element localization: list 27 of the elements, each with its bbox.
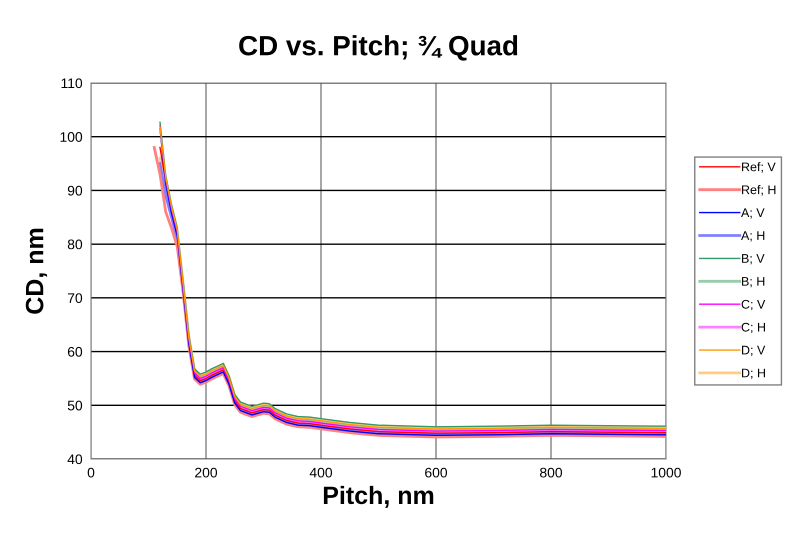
legend-label: D; H bbox=[742, 368, 765, 379]
x-tick-label: 200 bbox=[195, 468, 218, 478]
legend-label: A; H bbox=[741, 231, 764, 242]
legend-label: D; V bbox=[742, 346, 766, 356]
y-tick-label: 110 bbox=[62, 78, 82, 88]
legend-label: C; H bbox=[742, 322, 765, 334]
y-tick-label: 50 bbox=[68, 400, 82, 410]
x-tick-label: 0 bbox=[88, 468, 94, 478]
chart-title: CD vs. Pitch; ¾ Quad bbox=[239, 35, 518, 61]
legend-label: C; V bbox=[742, 300, 766, 310]
legend-label: B; V bbox=[742, 254, 765, 264]
y-tick-label: 40 bbox=[68, 454, 82, 464]
y-tick-label: 80 bbox=[68, 239, 82, 250]
x-tick-label: 600 bbox=[425, 468, 448, 478]
x-axis-title: Pitch, nm bbox=[324, 486, 434, 508]
legend-label: B; H bbox=[742, 277, 764, 288]
legend-label: Ref; V bbox=[742, 162, 776, 173]
y-tick-label: 90 bbox=[68, 186, 82, 196]
x-tick-label: 800 bbox=[540, 468, 562, 478]
y-tick-label: 70 bbox=[68, 293, 82, 304]
x-tick-label: 400 bbox=[310, 468, 332, 478]
x-tick-label: 1000 bbox=[652, 468, 681, 478]
y-tick-label: 100 bbox=[60, 132, 82, 142]
legend-label: Ref; H bbox=[742, 185, 776, 196]
y-tick-label: 60 bbox=[68, 346, 82, 357]
legend-label: A; V bbox=[741, 208, 765, 219]
y-axis-title: CD, nm bbox=[26, 228, 48, 314]
